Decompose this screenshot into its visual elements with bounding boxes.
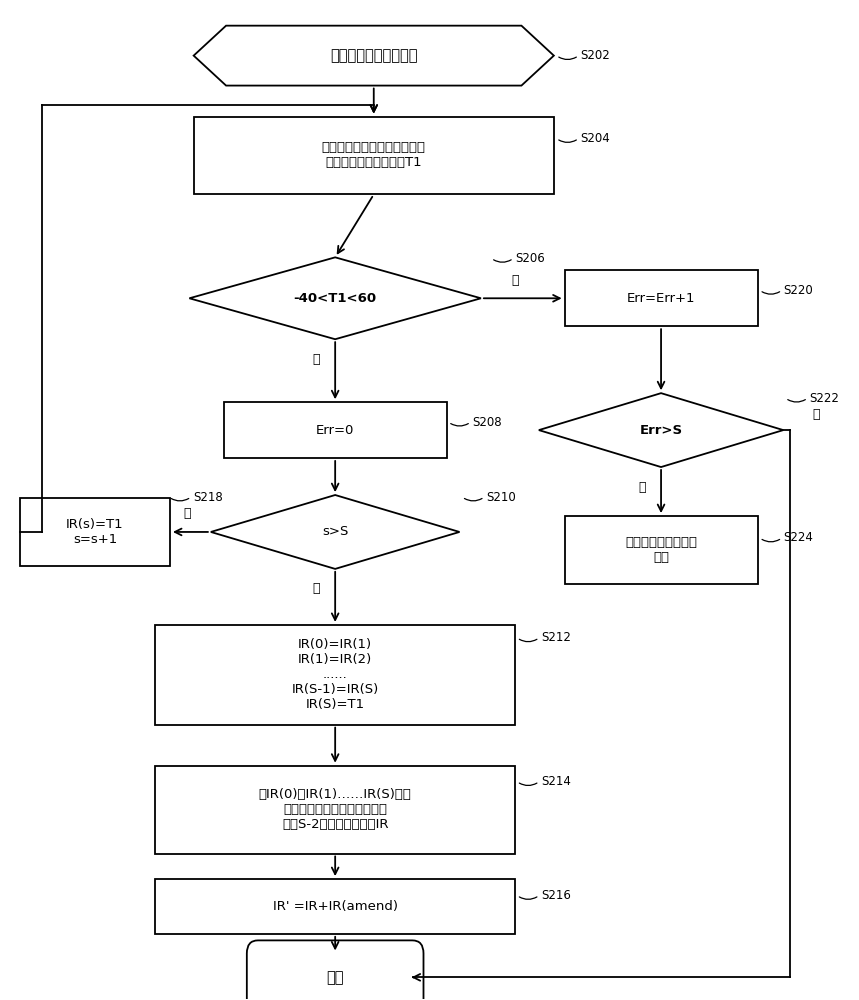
Text: 否: 否	[511, 274, 519, 287]
Text: S212: S212	[541, 631, 571, 644]
FancyBboxPatch shape	[155, 625, 515, 725]
Text: IR' =IR+IR(amend): IR' =IR+IR(amend)	[272, 900, 398, 913]
Text: 输出异常提示，停止
测量: 输出异常提示，停止 测量	[625, 536, 697, 564]
Text: 测量开始，参数初始化: 测量开始，参数初始化	[330, 48, 417, 63]
Text: 是: 是	[313, 353, 320, 366]
Text: 否: 否	[812, 408, 819, 421]
FancyBboxPatch shape	[155, 766, 515, 854]
Polygon shape	[539, 393, 783, 467]
Text: S214: S214	[541, 775, 571, 788]
Polygon shape	[189, 257, 481, 339]
Text: S202: S202	[581, 49, 610, 62]
Text: 对红外传感器的感测结果进行
采样，得到温度采样值T1: 对红外传感器的感测结果进行 采样，得到温度采样值T1	[322, 141, 426, 169]
Text: Err=Err+1: Err=Err+1	[627, 292, 695, 305]
Text: s>S: s>S	[322, 525, 349, 538]
FancyBboxPatch shape	[20, 498, 170, 566]
Text: S210: S210	[486, 491, 516, 504]
FancyBboxPatch shape	[564, 270, 758, 326]
FancyBboxPatch shape	[223, 402, 447, 458]
FancyBboxPatch shape	[155, 879, 515, 934]
Text: Err>S: Err>S	[639, 424, 683, 437]
Text: S206: S206	[515, 252, 545, 265]
Text: S224: S224	[783, 531, 813, 544]
Text: 是: 是	[638, 481, 646, 494]
Text: S222: S222	[809, 392, 839, 405]
Text: S220: S220	[783, 284, 813, 297]
Text: IR(s)=T1
s=s+1: IR(s)=T1 s=s+1	[66, 518, 124, 546]
Text: 对IR(0)、IR(1)……IR(S)进行
排序，筛除最小值和最大值，
剩余S-2个数值取平均值IR: 对IR(0)、IR(1)……IR(S)进行 排序，筛除最小值和最大值， 剩余S-…	[259, 788, 411, 831]
Polygon shape	[193, 26, 554, 86]
Polygon shape	[210, 495, 460, 569]
Text: Err=0: Err=0	[316, 424, 355, 437]
Text: S216: S216	[541, 889, 571, 902]
Text: -40<T1<60: -40<T1<60	[294, 292, 377, 305]
FancyBboxPatch shape	[193, 117, 554, 194]
Text: 是: 是	[313, 582, 320, 595]
Text: S204: S204	[581, 132, 610, 145]
FancyBboxPatch shape	[564, 516, 758, 584]
Text: 结束: 结束	[326, 970, 344, 985]
FancyBboxPatch shape	[247, 940, 423, 1000]
Text: 否: 否	[183, 507, 191, 520]
Text: S218: S218	[192, 491, 222, 504]
Text: IR(0)=IR(1)
IR(1)=IR(2)
......
IR(S-1)=IR(S)
IR(S)=T1: IR(0)=IR(1) IR(1)=IR(2) ...... IR(S-1)=I…	[291, 638, 379, 711]
Text: S208: S208	[472, 416, 502, 429]
